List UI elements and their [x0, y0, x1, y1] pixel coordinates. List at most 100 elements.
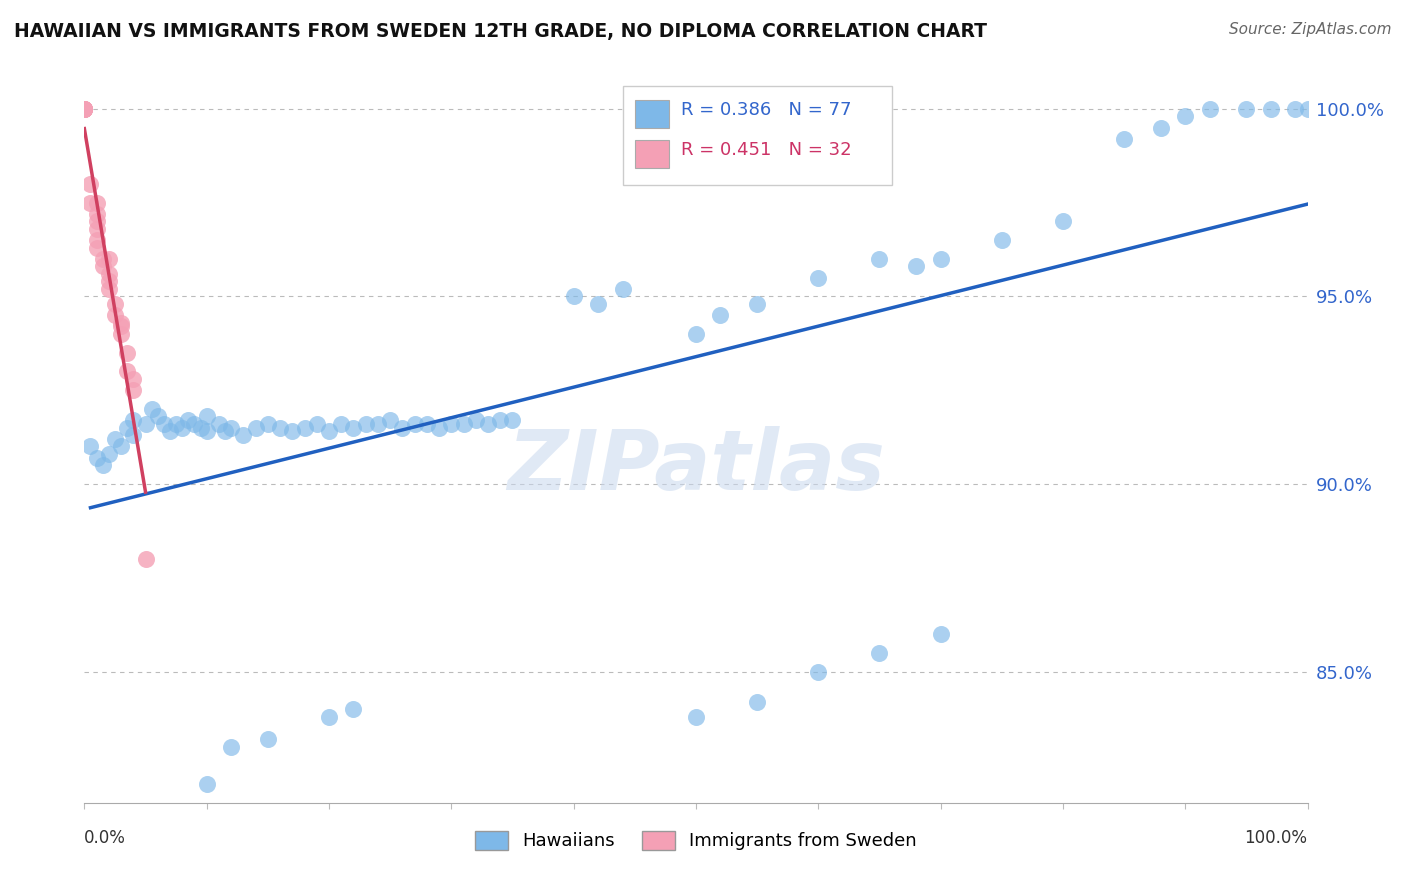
Point	[330, 417, 353, 431]
Bar	[636, 140, 669, 168]
Point	[1174, 109, 1197, 123]
Point	[1260, 102, 1282, 116]
Point	[1236, 102, 1258, 116]
Point	[73, 102, 96, 116]
Point	[79, 195, 101, 210]
Point	[747, 694, 769, 708]
Point	[294, 420, 316, 434]
Point	[342, 702, 364, 716]
Point	[367, 417, 389, 431]
Point	[190, 420, 212, 434]
Point	[612, 282, 634, 296]
Point	[905, 260, 928, 274]
Point	[869, 646, 891, 660]
Point	[110, 326, 132, 341]
Point	[869, 252, 891, 266]
Point	[380, 413, 402, 427]
Point	[73, 102, 96, 116]
Point	[208, 417, 231, 431]
Point	[502, 413, 524, 427]
Point	[709, 308, 731, 322]
Point	[1296, 102, 1319, 116]
Point	[685, 709, 707, 723]
Point	[73, 102, 96, 116]
Point	[135, 552, 157, 566]
Point	[440, 417, 463, 431]
Point	[177, 413, 200, 427]
Point	[991, 233, 1014, 247]
Point	[305, 417, 328, 431]
Point	[929, 252, 952, 266]
Point	[91, 458, 114, 473]
Point	[562, 289, 585, 303]
Point	[195, 425, 218, 439]
Point	[73, 102, 96, 116]
Point	[477, 417, 499, 431]
Point	[1198, 102, 1220, 116]
Point	[79, 440, 101, 454]
Point	[269, 420, 291, 434]
Point	[219, 420, 242, 434]
Point	[165, 417, 187, 431]
Point	[1284, 102, 1306, 116]
Text: 0.0%: 0.0%	[84, 829, 127, 847]
Point	[807, 270, 830, 285]
Point	[115, 364, 138, 378]
Point	[97, 447, 120, 461]
Point	[86, 214, 108, 228]
Point	[73, 102, 96, 116]
FancyBboxPatch shape	[623, 86, 891, 185]
Point	[73, 102, 96, 116]
Point	[73, 102, 96, 116]
Text: HAWAIIAN VS IMMIGRANTS FROM SWEDEN 12TH GRADE, NO DIPLOMA CORRELATION CHART: HAWAIIAN VS IMMIGRANTS FROM SWEDEN 12TH …	[14, 22, 987, 41]
Point	[747, 297, 769, 311]
Text: 100.0%: 100.0%	[1244, 829, 1308, 847]
Point	[97, 252, 120, 266]
Point	[464, 413, 486, 427]
Point	[807, 665, 830, 679]
Point	[232, 428, 254, 442]
Point	[1114, 132, 1136, 146]
Point	[318, 709, 340, 723]
Legend: Hawaiians, Immigrants from Sweden: Hawaiians, Immigrants from Sweden	[468, 823, 924, 858]
Point	[214, 425, 236, 439]
Point	[97, 267, 120, 281]
Point	[404, 417, 426, 431]
Text: R = 0.386   N = 77: R = 0.386 N = 77	[682, 101, 852, 120]
Point	[135, 417, 157, 431]
Point	[586, 297, 609, 311]
Point	[281, 425, 304, 439]
Point	[91, 260, 114, 274]
Point	[195, 777, 218, 791]
Point	[172, 420, 194, 434]
Point	[159, 425, 181, 439]
Point	[318, 425, 340, 439]
Point	[489, 413, 512, 427]
Point	[122, 383, 145, 397]
Point	[245, 420, 267, 434]
Point	[104, 297, 127, 311]
Point	[86, 195, 108, 210]
Point	[97, 274, 120, 288]
Point	[685, 326, 707, 341]
Point	[195, 409, 218, 424]
Point	[86, 233, 108, 247]
Point	[1052, 214, 1074, 228]
Point	[416, 417, 439, 431]
Point	[110, 440, 132, 454]
Point	[257, 417, 280, 431]
Text: R = 0.451   N = 32: R = 0.451 N = 32	[682, 141, 852, 160]
Point	[97, 282, 120, 296]
Point	[929, 627, 952, 641]
Point	[86, 450, 108, 465]
Point	[257, 732, 280, 747]
Point	[115, 420, 138, 434]
Point	[122, 428, 145, 442]
Point	[141, 401, 163, 416]
Point	[122, 413, 145, 427]
Point	[122, 372, 145, 386]
Point	[1150, 120, 1173, 135]
Point	[146, 409, 169, 424]
Point	[183, 417, 205, 431]
Point	[86, 241, 108, 255]
